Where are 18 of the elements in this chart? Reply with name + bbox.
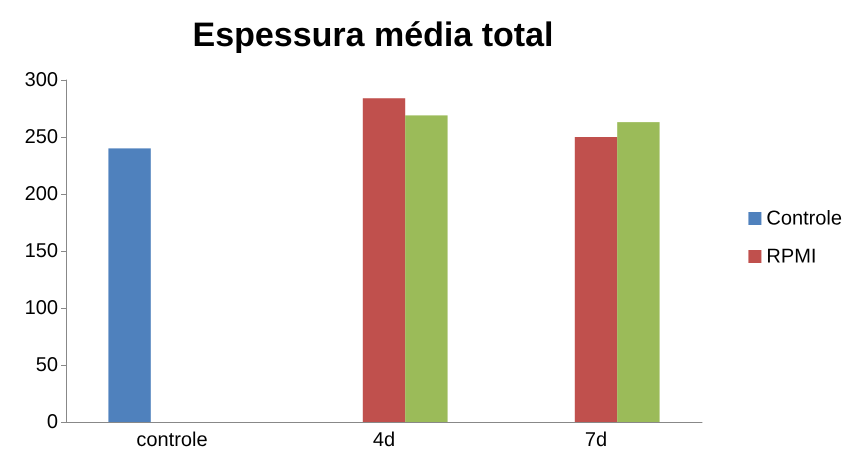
y-tick-label: 100: [24, 297, 58, 319]
y-tick-label: 50: [36, 354, 58, 376]
y-tick-label: 300: [24, 69, 58, 91]
bar: [362, 98, 406, 422]
bar: [405, 115, 448, 422]
y-tick-label: 250: [24, 126, 58, 148]
bar: [617, 122, 660, 422]
x-tick-label: 4d: [372, 429, 396, 451]
x-tick-label: 7d: [584, 429, 608, 451]
legend-label: RPMI: [766, 246, 816, 268]
y-tick-label: 0: [46, 411, 58, 433]
x-tick-label: controle: [136, 429, 208, 451]
y-tick-label: 200: [24, 183, 58, 205]
y-tick-label: 150: [24, 240, 58, 262]
legend-label: Controle: [766, 208, 842, 230]
bar: [108, 148, 151, 422]
chart-title: Espessura média total: [192, 16, 554, 54]
bar: [574, 137, 618, 422]
